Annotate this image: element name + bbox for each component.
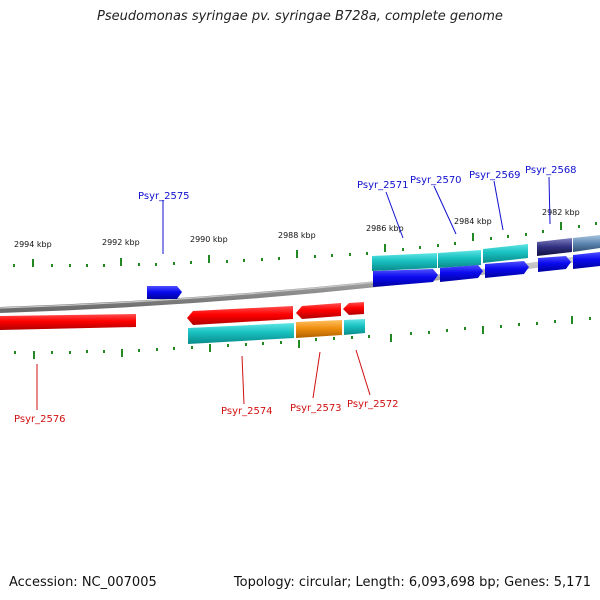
lower-scale-ticks bbox=[14, 316, 591, 359]
forward-label-leaders bbox=[162, 176, 551, 254]
scale-label-2984: 2984 kbp bbox=[454, 217, 492, 226]
gene-psyr-2568 bbox=[538, 256, 571, 272]
label-psyr-2574: Psyr_2574 bbox=[221, 406, 273, 417]
gene-psyr-2574 bbox=[187, 306, 293, 325]
label-psyr-2573: Psyr_2573 bbox=[290, 403, 342, 414]
label-psyr-2572: Psyr_2572 bbox=[347, 399, 399, 410]
rna-feature-2573 bbox=[296, 320, 342, 338]
gene-psyr-2571 bbox=[373, 269, 438, 287]
upper-cds-track bbox=[372, 235, 600, 271]
cds-feature-2571 bbox=[372, 253, 437, 271]
reverse-gene-track bbox=[0, 302, 364, 330]
misc-feature-right bbox=[573, 235, 600, 252]
scale-label-2988: 2988 kbp bbox=[278, 231, 316, 240]
label-psyr-2571: Psyr_2571 bbox=[357, 180, 409, 191]
scale-label-2990: 2990 kbp bbox=[190, 235, 228, 244]
cds-feature-2572 bbox=[344, 319, 365, 335]
scale-label-2992: 2992 kbp bbox=[102, 238, 140, 247]
forward-gene-track bbox=[147, 252, 600, 299]
gene-psyr-2573 bbox=[296, 303, 341, 319]
lower-cds-track bbox=[188, 319, 365, 344]
label-psyr-2575: Psyr_2575 bbox=[138, 191, 190, 202]
label-psyr-2570: Psyr_2570 bbox=[410, 175, 462, 186]
gene-psyr-2569 bbox=[485, 261, 529, 278]
label-psyr-2569: Psyr_2569 bbox=[469, 170, 521, 181]
cds-feature-2574 bbox=[188, 323, 294, 344]
label-psyr-2568: Psyr_2568 bbox=[525, 165, 577, 176]
accession-text: Accession: NC_007005 bbox=[9, 575, 157, 590]
gene-psyr-2572 bbox=[343, 302, 364, 315]
reverse-label-leaders bbox=[36, 349, 371, 410]
scale-label-2994: 2994 kbp bbox=[14, 240, 52, 249]
gene-right-edge bbox=[573, 252, 600, 269]
gene-psyr-2576 bbox=[0, 314, 136, 330]
label-psyr-2576: Psyr_2576 bbox=[14, 414, 66, 425]
misc-feature-2568 bbox=[537, 238, 572, 256]
genome-summary-text: Topology: circular; Length: 6,093,698 bp… bbox=[233, 575, 591, 590]
scale-label-2986: 2986 kbp bbox=[366, 224, 404, 233]
map-title: Pseudomonas syringae pv. syringae B728a,… bbox=[97, 9, 503, 24]
cds-feature-2570 bbox=[438, 250, 481, 268]
scale-label-2982: 2982 kbp bbox=[542, 208, 580, 217]
upper-scale-ticks bbox=[13, 222, 597, 267]
gene-psyr-2575 bbox=[147, 286, 182, 299]
gene-psyr-2570 bbox=[440, 265, 483, 282]
cds-feature-2569 bbox=[483, 244, 528, 263]
